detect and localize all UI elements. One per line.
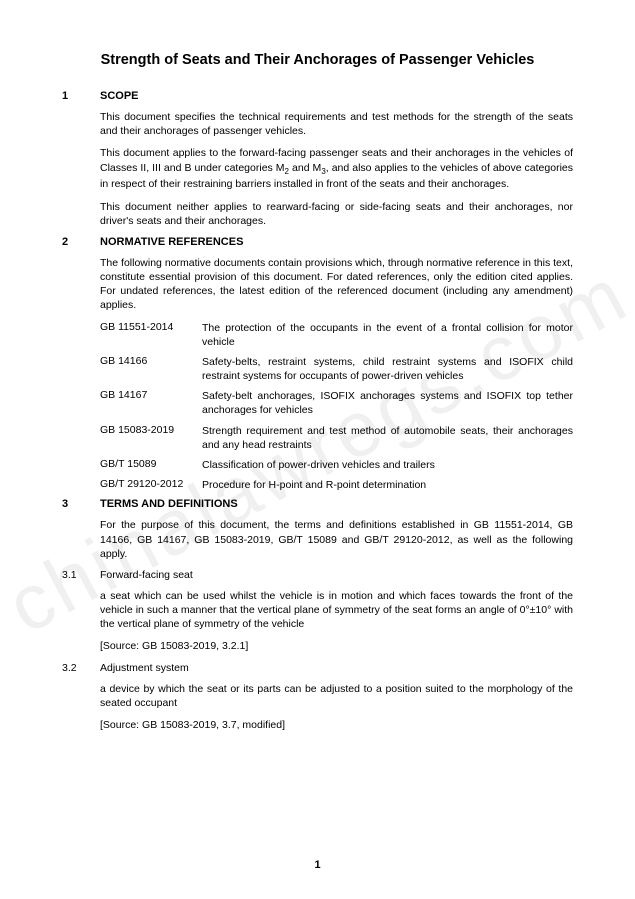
term-name-forward-facing-seat: Forward-facing seat: [100, 569, 193, 581]
section-number: 3: [62, 498, 100, 510]
section-heading-terms: TERMS AND DEFINITIONS: [100, 498, 238, 510]
page-content: Strength of Seats and Their Anchorages o…: [62, 52, 573, 732]
normative-reference-table: GB 11551-2014 The protection of the occu…: [100, 321, 573, 493]
section-3-header: 3 TERMS AND DEFINITIONS: [62, 498, 573, 510]
section-number: 2: [62, 236, 100, 248]
ref-code: GB/T 29120-2012: [100, 478, 202, 492]
term-3-1-source: [Source: GB 15083-2019, 3.2.1]: [100, 639, 573, 653]
ref-row: GB 11551-2014 The protection of the occu…: [100, 321, 573, 349]
section-3-1-header: 3.1 Forward-facing seat: [62, 569, 573, 581]
ref-row: GB 15083-2019 Strength requirement and t…: [100, 424, 573, 452]
ref-desc: Classification of power-driven vehicles …: [202, 458, 573, 472]
ref-code: GB 15083-2019: [100, 424, 202, 452]
ref-row: GB 14166 Safety-belts, restraint systems…: [100, 355, 573, 383]
page: chinalawregs.com Strength of Seats and T…: [0, 0, 635, 899]
subsection-number: 3.2: [62, 662, 100, 674]
section-heading-scope: SCOPE: [100, 90, 139, 102]
term-3-1-definition: a seat which can be used whilst the vehi…: [100, 589, 573, 632]
section-2-header: 2 NORMATIVE REFERENCES: [62, 236, 573, 248]
section-3-2-header: 3.2 Adjustment system: [62, 662, 573, 674]
subsection-number: 3.1: [62, 569, 100, 581]
ref-row: GB/T 15089 Classification of power-drive…: [100, 458, 573, 472]
terms-intro: For the purpose of this document, the te…: [100, 518, 573, 561]
ref-code: GB 14166: [100, 355, 202, 383]
ref-row: GB 14167 Safety-belt anchorages, ISOFIX …: [100, 389, 573, 417]
document-title: Strength of Seats and Their Anchorages o…: [62, 52, 573, 68]
scope-paragraph-2: This document applies to the forward-fac…: [100, 146, 573, 191]
section-1-header: 1 SCOPE: [62, 90, 573, 102]
section-number: 1: [62, 90, 100, 102]
ref-desc: The protection of the occupants in the e…: [202, 321, 573, 349]
term-3-2-source: [Source: GB 15083-2019, 3.7, modified]: [100, 718, 573, 732]
normref-intro: The following normative documents contai…: [100, 256, 573, 313]
scope-p2-b: and M: [289, 162, 321, 174]
ref-desc: Safety-belt anchorages, ISOFIX anchorage…: [202, 389, 573, 417]
scope-paragraph-3: This document neither applies to rearwar…: [100, 200, 573, 228]
ref-desc: Safety-belts, restraint systems, child r…: [202, 355, 573, 383]
ref-desc: Strength requirement and test method of …: [202, 424, 573, 452]
term-3-2-definition: a device by which the seat or its parts …: [100, 682, 573, 710]
ref-desc: Procedure for H-point and R-point determ…: [202, 478, 573, 492]
term-name-adjustment-system: Adjustment system: [100, 662, 189, 674]
section-heading-normref: NORMATIVE REFERENCES: [100, 236, 243, 248]
scope-paragraph-1: This document specifies the technical re…: [100, 110, 573, 138]
ref-code: GB 14167: [100, 389, 202, 417]
ref-code: GB 11551-2014: [100, 321, 202, 349]
ref-row: GB/T 29120-2012 Procedure for H-point an…: [100, 478, 573, 492]
page-number: 1: [0, 859, 635, 871]
ref-code: GB/T 15089: [100, 458, 202, 472]
